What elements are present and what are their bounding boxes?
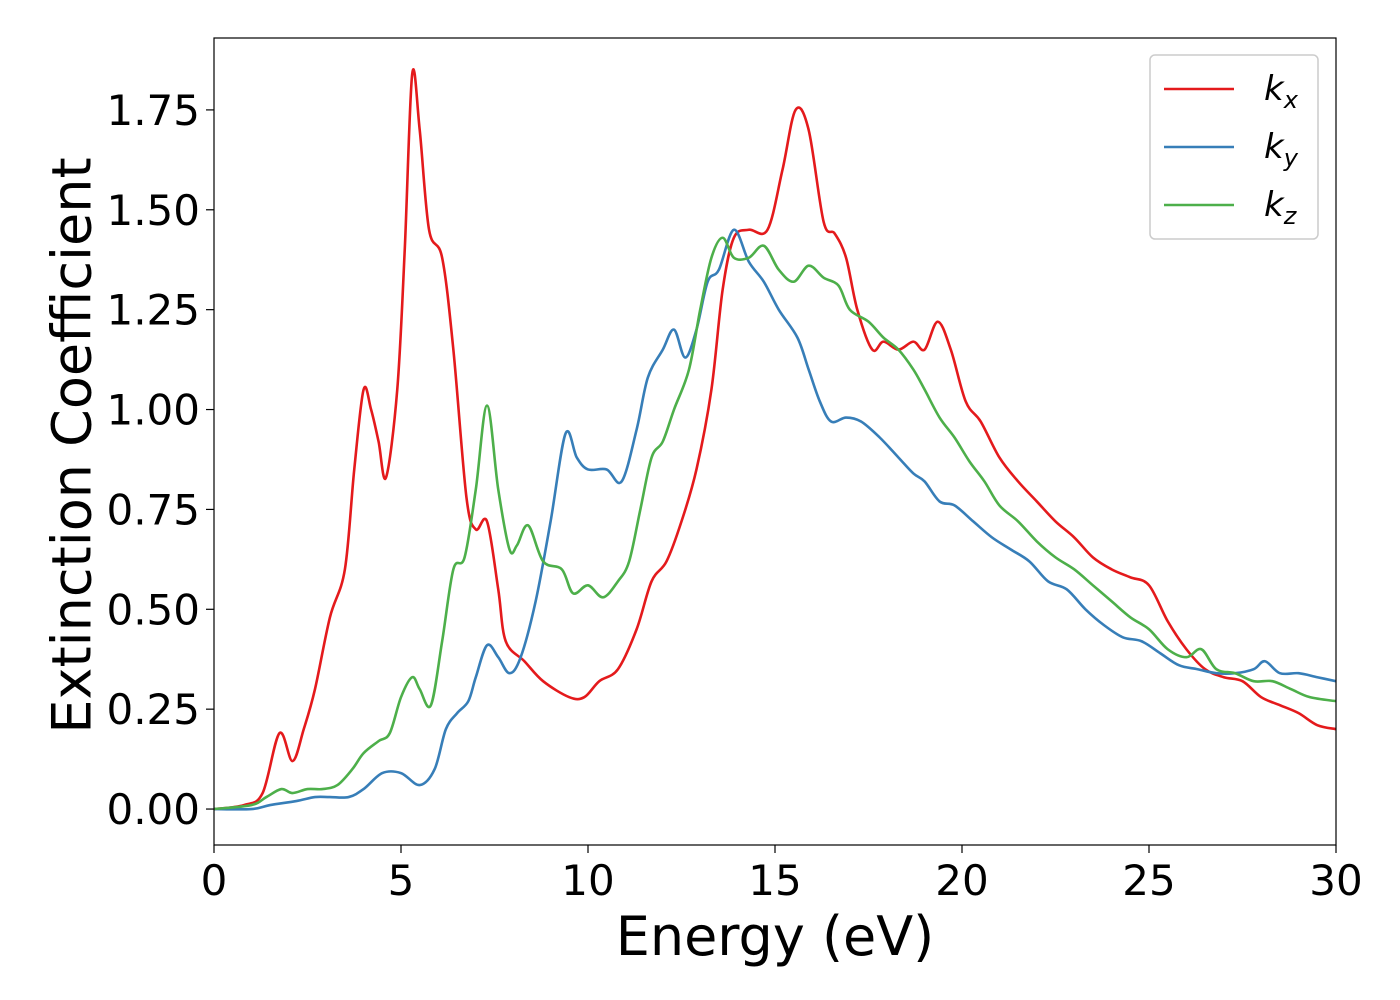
y-tick-label: 1.25 — [106, 286, 200, 335]
x-axis: 0 5 10 15 20 25 30 — [201, 845, 1363, 905]
x-tick-label: 15 — [748, 856, 801, 905]
y-tick-label: 0.50 — [106, 585, 200, 634]
x-tick-label: 10 — [561, 856, 614, 905]
legend-label-y: ky — [1264, 127, 1299, 172]
y-tick-label: 0.00 — [106, 785, 200, 834]
legend-label-x: kx — [1264, 69, 1299, 114]
y-tick-label: 1.00 — [106, 386, 200, 435]
series-line-k-x — [214, 68, 1336, 811]
series-layer — [214, 68, 1336, 811]
series-line-k-y — [214, 228, 1336, 811]
x-axis-title: Energy (eV) — [616, 905, 935, 968]
y-tick-label: 0.75 — [106, 485, 200, 534]
legend-label-subscript: x — [1283, 86, 1299, 114]
x-tick-label: 5 — [388, 856, 415, 905]
y-tick-label: 1.50 — [106, 186, 200, 235]
y-tick-label: 0.25 — [106, 685, 200, 734]
x-tick-label: 20 — [935, 856, 988, 905]
legend-label-subscript: y — [1283, 144, 1299, 172]
legend-label-subscript: z — [1283, 202, 1298, 230]
y-axis-title: Extinction Coefficient — [41, 157, 104, 733]
legend-label-base: k — [1264, 69, 1285, 109]
x-tick-label: 0 — [201, 856, 228, 905]
x-tick-label: 30 — [1309, 856, 1362, 905]
y-tick-label: 1.75 — [106, 86, 200, 135]
legend-label-z: kz — [1264, 185, 1298, 230]
y-axis: 0.00 0.25 0.50 0.75 1.00 1.25 1.50 1.75 — [106, 86, 214, 834]
legend-label-base: k — [1264, 185, 1285, 225]
legend-label-base: k — [1264, 127, 1285, 167]
x-tick-label: 25 — [1122, 856, 1175, 905]
series-line-k-z — [214, 236, 1336, 811]
